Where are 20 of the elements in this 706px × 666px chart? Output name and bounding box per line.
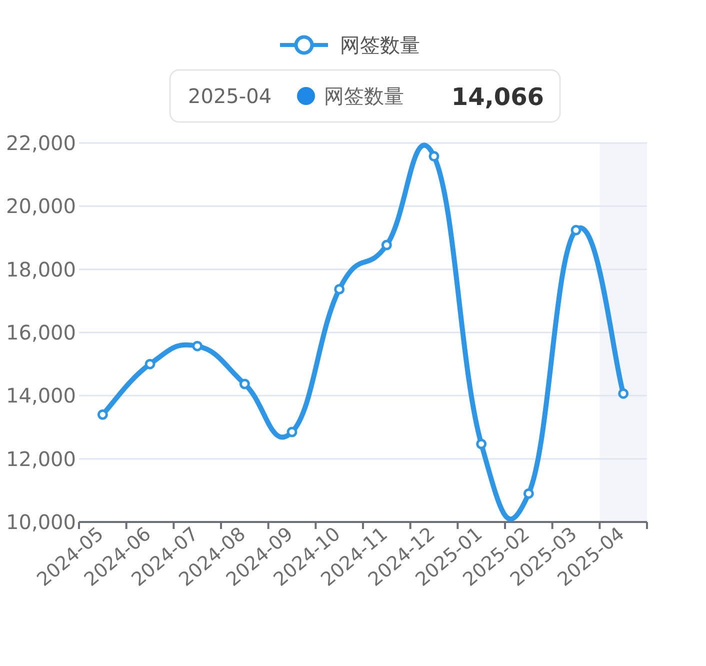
point	[428, 151, 440, 162]
point	[476, 438, 487, 450]
point	[286, 426, 298, 438]
y-tick-label: 14,000	[6, 384, 76, 408]
point	[570, 224, 582, 236]
point	[239, 378, 250, 390]
y-tick-label: 20,000	[6, 194, 76, 218]
y-tick-label: 16,000	[6, 320, 76, 344]
point	[618, 388, 629, 399]
point	[97, 409, 108, 420]
y-tick-label: 18,000	[6, 257, 76, 282]
legend-label: 网签数量	[340, 33, 420, 57]
point	[523, 488, 534, 499]
y-tick-label: 22,000	[6, 131, 76, 155]
point	[381, 240, 392, 250]
point	[192, 340, 203, 352]
point	[144, 358, 156, 370]
point	[334, 284, 345, 294]
tooltip: 2025-04 网签数量 14,066	[169, 69, 561, 123]
y-tick-label: 12,000	[6, 446, 76, 471]
